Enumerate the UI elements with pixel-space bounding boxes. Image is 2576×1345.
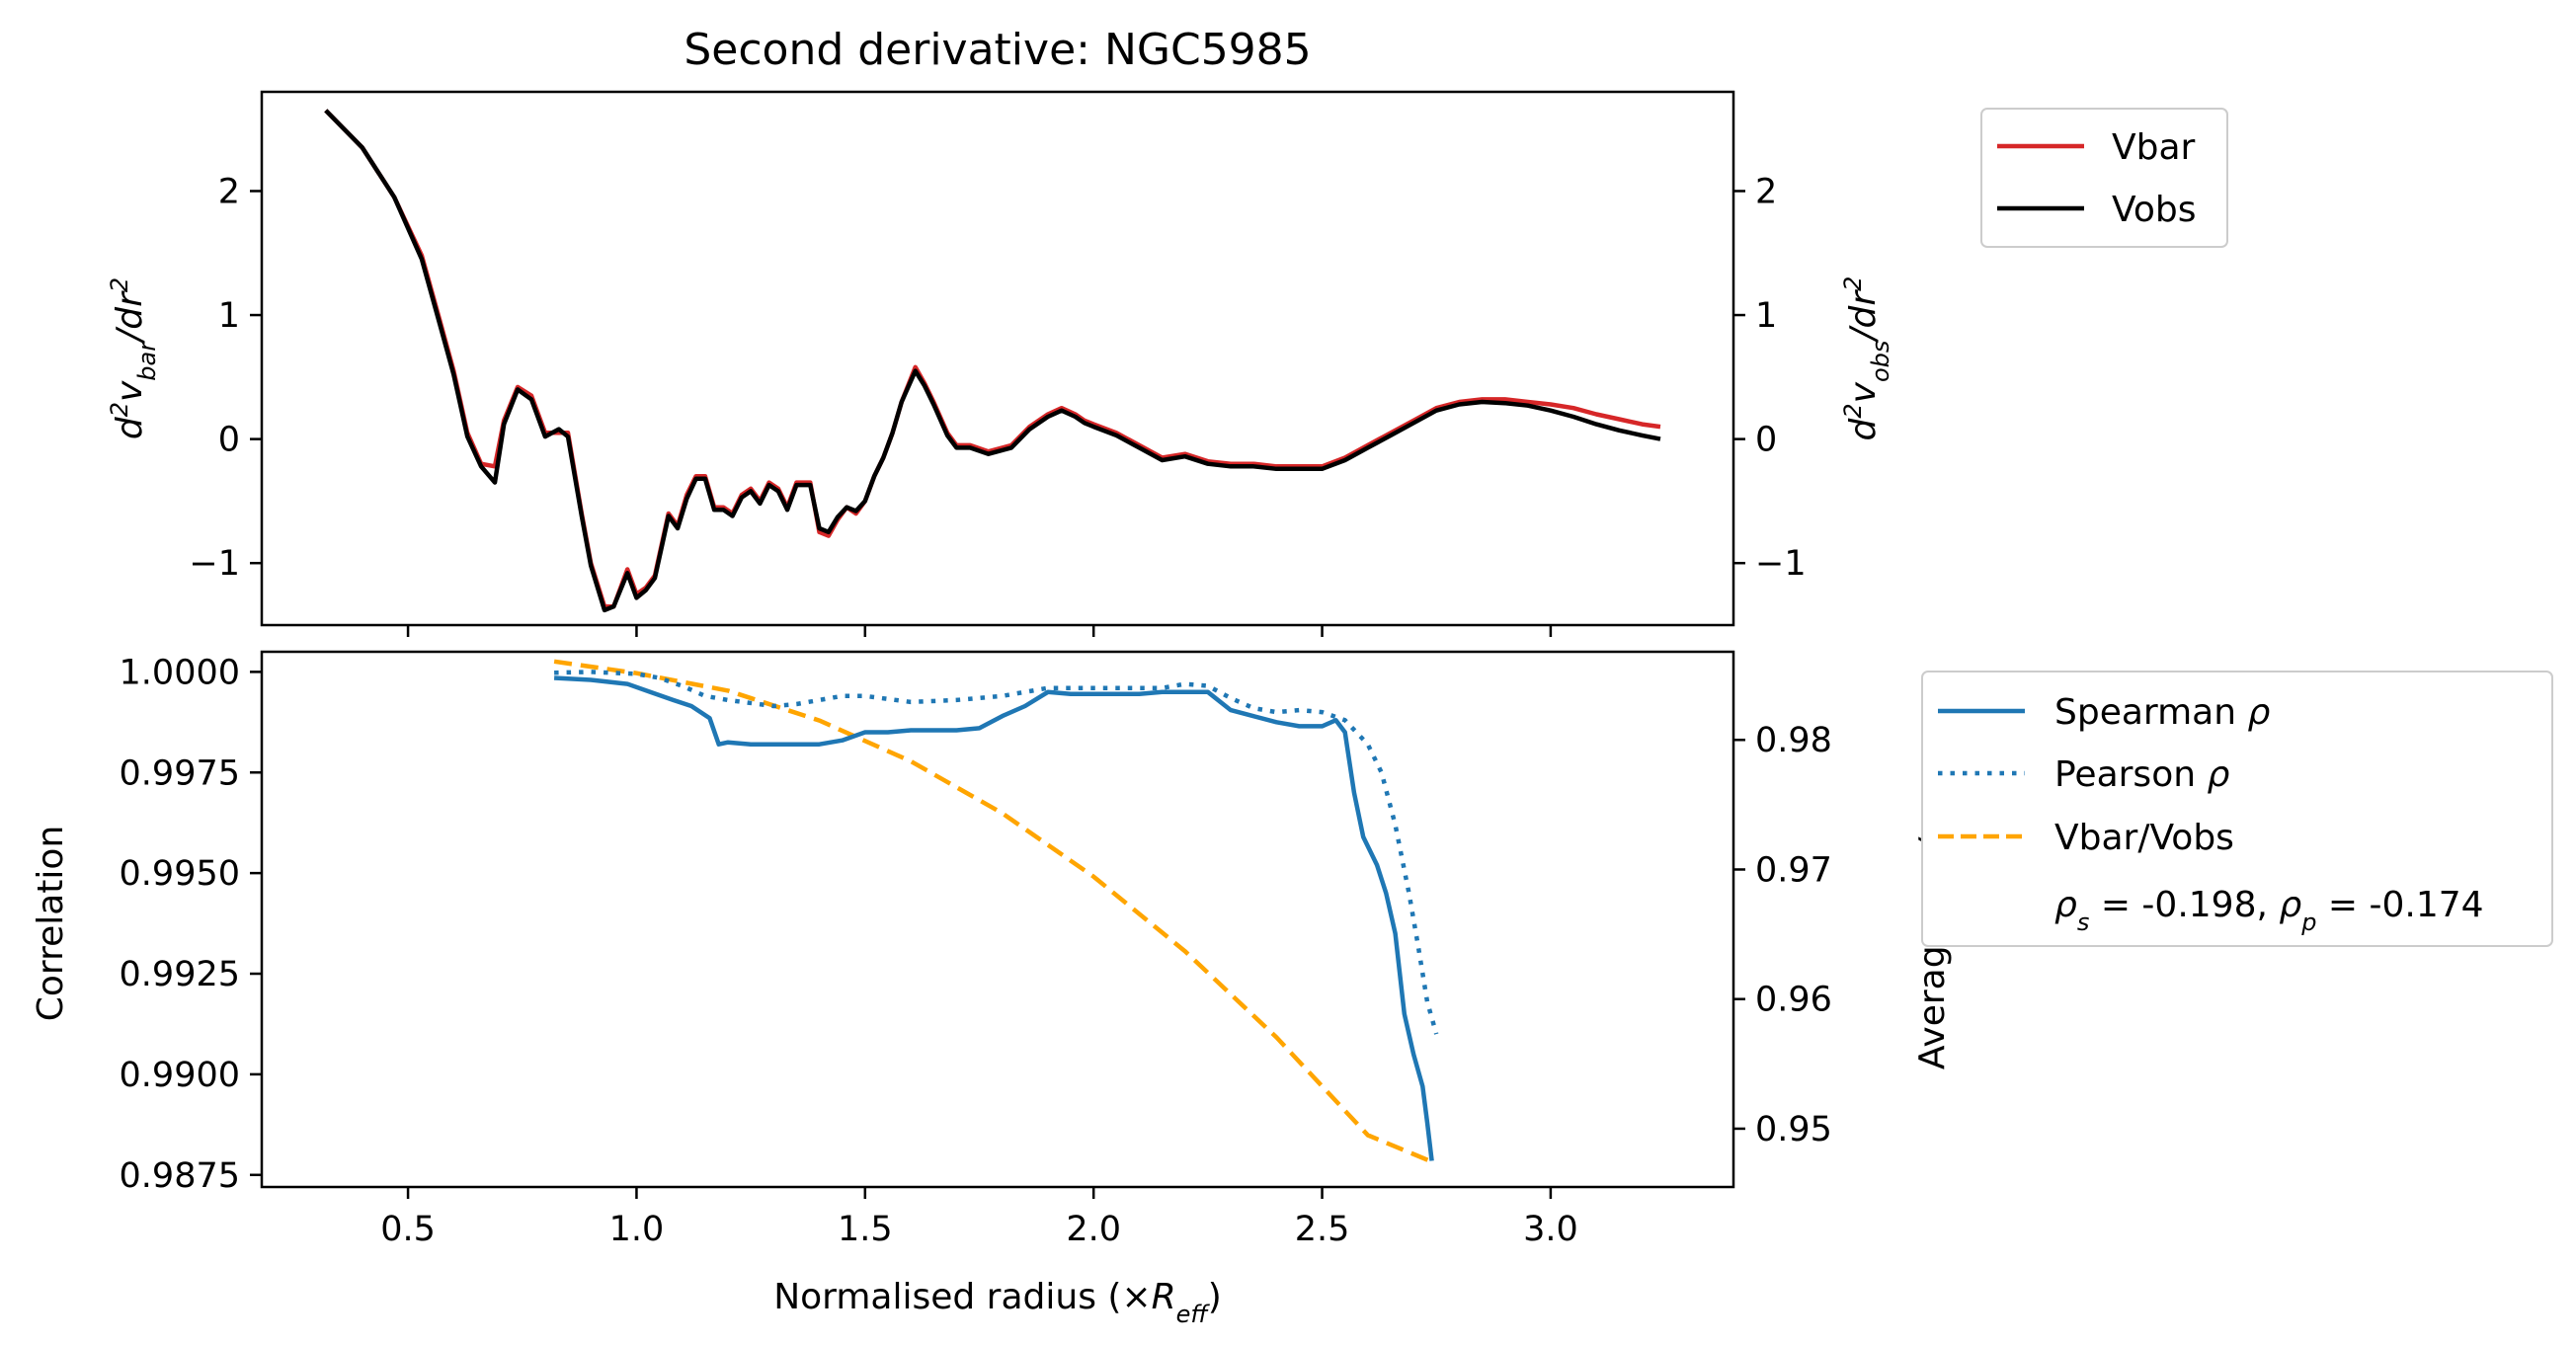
y-tick-label: 0 [1755,421,1777,460]
y-tick-label: 0.96 [1755,981,1832,1020]
vbar-line [324,109,1661,609]
top-panel: 2 1 0 −1 2 1 0 −1 d2vbar/dr2 d2vobs/dr2 Vbar V… [106,90,2228,637]
y-tick-label: 2 [218,172,240,211]
bottom-axes-frame [260,650,1735,1189]
y-tick-label: −1 [189,544,240,584]
bottom-legend-box [1921,671,2553,947]
bottom-panel: 0.5 1.0 1.5 2.0 2.5 3.0 1.0000 0.9975 0.9950 0.9… [31,650,2553,1328]
y-tick-label: 0 [218,421,240,460]
top-right-ylabel: d2vobs/dr2 [1839,277,1894,441]
y-tick-label: 0.9875 [120,1156,240,1196]
y-tick-label: 0.95 [1755,1110,1832,1149]
legend-vobs-label: Vobs [2112,190,2196,230]
legend-vbar-label: Vbar [2112,127,2196,168]
top-x-ticks [406,625,1553,637]
y-tick-label: 0.9975 [120,753,240,793]
legend-pearson-label: Pearson ρ [2054,754,2229,795]
top-legend: Vbar Vobs [1980,108,2228,248]
bottom-left-ylabel: Correlation [31,826,71,1022]
x-tick-label: 0.5 [380,1210,436,1249]
y-tick-label: 0.98 [1755,721,1832,760]
y-tick-label: 1 [1755,296,1777,336]
bottom-legend: Spearman ρ Pearson ρ Vbar/Vobs ρs = -0.1… [1921,671,2553,947]
top-legend-box [1980,108,2228,248]
chart-title: Second derivative: NGC5985 [684,25,1311,75]
vobs-line [324,109,1661,613]
pearson-line [554,670,1439,1035]
legend-ratio-label: Vbar/Vobs [2054,818,2234,858]
legend-spearman-label: Spearman ρ [2054,692,2270,733]
x-tick-label: 3.0 [1523,1210,1578,1249]
x-tick-label: 1.5 [838,1210,893,1249]
y-tick-label: −1 [1755,544,1807,584]
x-tick-label: 2.5 [1295,1210,1350,1249]
y-tick-label: 0.9925 [120,955,240,994]
y-tick-label: 1 [218,296,240,336]
top-series-group [324,109,1661,613]
x-tick-label: 2.0 [1066,1210,1121,1249]
bottom-x-ticks: 0.5 1.0 1.5 2.0 2.5 3.0 [380,1187,1578,1249]
bottom-xlabel: Normalised radius (×Reff) [773,1277,1222,1328]
bottom-series-group [553,659,1439,1164]
vbar-vobs-ratio-line [553,659,1433,1164]
y-tick-label: 0.9900 [120,1056,240,1095]
bottom-y-ticks-right: 0.98 0.97 0.96 0.95 [1733,721,1832,1149]
y-tick-label: 0.97 [1755,850,1832,890]
y-tick-label: 1.0000 [120,653,240,692]
bottom-y-ticks-left: 1.0000 0.9975 0.9950 0.9925 0.9900 0.9875 [120,653,262,1196]
top-axes-frame [260,90,1735,627]
spearman-line [553,675,1434,1161]
top-y-ticks-right: 2 1 0 −1 [1733,172,1807,584]
top-left-ylabel: d2vbar/dr2 [106,277,161,439]
y-tick-label: 2 [1755,172,1777,211]
y-tick-label: 0.9950 [120,854,240,894]
x-tick-label: 1.0 [609,1210,665,1249]
top-y-ticks-left: 2 1 0 −1 [189,172,262,584]
